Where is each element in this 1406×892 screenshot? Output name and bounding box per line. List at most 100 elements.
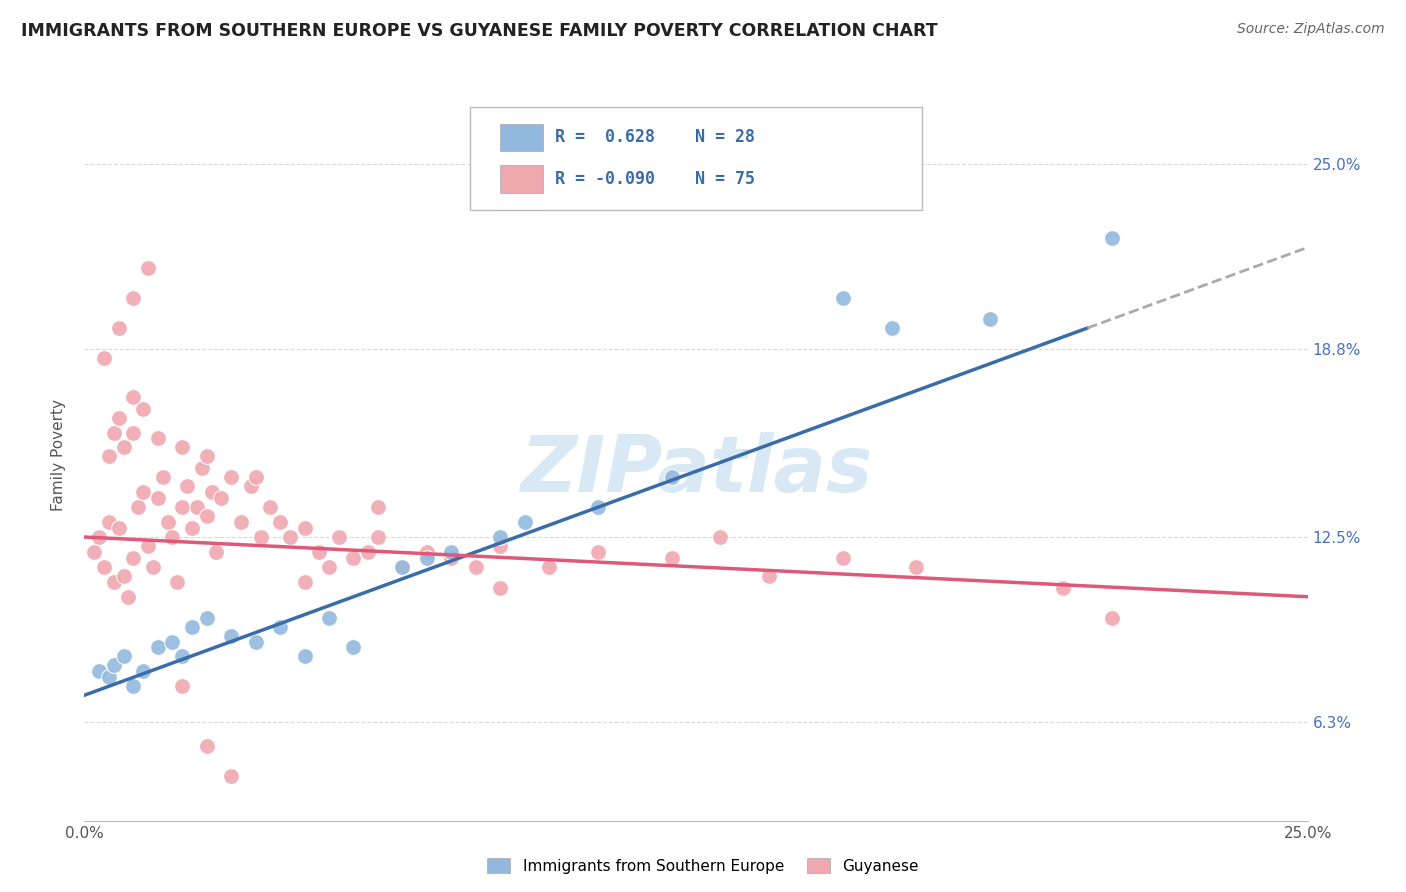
Point xyxy=(489,539,512,553)
Point xyxy=(156,515,179,529)
Point xyxy=(905,560,928,574)
Point xyxy=(195,610,218,624)
Point xyxy=(586,500,609,515)
Point xyxy=(709,530,731,544)
Point xyxy=(112,569,135,583)
Point xyxy=(538,560,561,574)
Point xyxy=(162,634,184,648)
Point xyxy=(112,649,135,664)
Point xyxy=(162,530,184,544)
Point xyxy=(367,500,389,515)
Point xyxy=(172,679,194,693)
Point xyxy=(440,545,463,559)
Point xyxy=(249,530,271,544)
Point xyxy=(103,425,125,440)
Point xyxy=(97,515,120,529)
Point xyxy=(186,500,208,515)
Text: ZIPatlas: ZIPatlas xyxy=(520,432,872,508)
Point xyxy=(107,321,129,335)
Point xyxy=(122,550,145,565)
Point xyxy=(229,515,252,529)
Point xyxy=(107,410,129,425)
Point xyxy=(489,581,512,595)
Point xyxy=(136,261,159,276)
Point xyxy=(294,521,316,535)
Point xyxy=(152,470,174,484)
Point xyxy=(328,530,350,544)
Point xyxy=(661,470,683,484)
Point xyxy=(269,619,291,633)
Point xyxy=(308,545,330,559)
Text: Source: ZipAtlas.com: Source: ZipAtlas.com xyxy=(1237,22,1385,37)
Point xyxy=(278,530,301,544)
Point xyxy=(391,560,413,574)
Point xyxy=(172,441,194,455)
Point xyxy=(200,485,222,500)
Point xyxy=(880,321,903,335)
Point xyxy=(195,450,218,464)
Point xyxy=(1052,581,1074,595)
Point xyxy=(83,545,105,559)
Point xyxy=(103,658,125,673)
FancyBboxPatch shape xyxy=(470,108,922,210)
Point xyxy=(342,550,364,565)
Point xyxy=(87,665,110,679)
Point xyxy=(132,401,155,416)
Point xyxy=(146,432,169,446)
Point xyxy=(122,679,145,693)
Point xyxy=(191,461,214,475)
Point xyxy=(979,312,1001,326)
Point xyxy=(342,640,364,655)
Point xyxy=(294,649,316,664)
Point xyxy=(146,491,169,506)
Bar xyxy=(501,124,543,152)
Point xyxy=(661,550,683,565)
Point xyxy=(586,545,609,559)
Point xyxy=(117,590,139,604)
Point xyxy=(239,479,262,493)
Point xyxy=(195,739,218,753)
Point xyxy=(1101,610,1123,624)
Point xyxy=(181,619,204,633)
Point xyxy=(219,628,242,642)
Point xyxy=(318,560,340,574)
Point xyxy=(132,665,155,679)
Point xyxy=(489,530,512,544)
Point xyxy=(122,390,145,404)
Point xyxy=(205,545,228,559)
Point xyxy=(219,769,242,783)
Point xyxy=(107,521,129,535)
Point xyxy=(122,425,145,440)
Point xyxy=(146,640,169,655)
Point xyxy=(103,574,125,589)
Point xyxy=(245,634,267,648)
Point xyxy=(142,560,165,574)
Point xyxy=(1101,231,1123,245)
Text: R = -0.090    N = 75: R = -0.090 N = 75 xyxy=(555,170,755,188)
Point xyxy=(97,450,120,464)
Text: R =  0.628    N = 28: R = 0.628 N = 28 xyxy=(555,128,755,146)
Point xyxy=(97,670,120,684)
Point xyxy=(831,291,853,305)
Point xyxy=(245,470,267,484)
Point xyxy=(136,539,159,553)
Point xyxy=(440,550,463,565)
Point xyxy=(367,530,389,544)
Legend: Immigrants from Southern Europe, Guyanese: Immigrants from Southern Europe, Guyanes… xyxy=(481,852,925,880)
Point xyxy=(357,545,380,559)
Point xyxy=(294,574,316,589)
Point xyxy=(172,649,194,664)
Point xyxy=(122,291,145,305)
Point xyxy=(758,569,780,583)
Point xyxy=(195,509,218,524)
Point xyxy=(259,500,281,515)
Point xyxy=(416,545,439,559)
Point xyxy=(172,500,194,515)
Y-axis label: Family Poverty: Family Poverty xyxy=(51,399,66,511)
Point xyxy=(464,560,486,574)
Point xyxy=(112,441,135,455)
Point xyxy=(166,574,188,589)
Point xyxy=(831,550,853,565)
Point xyxy=(132,485,155,500)
Point xyxy=(513,515,536,529)
